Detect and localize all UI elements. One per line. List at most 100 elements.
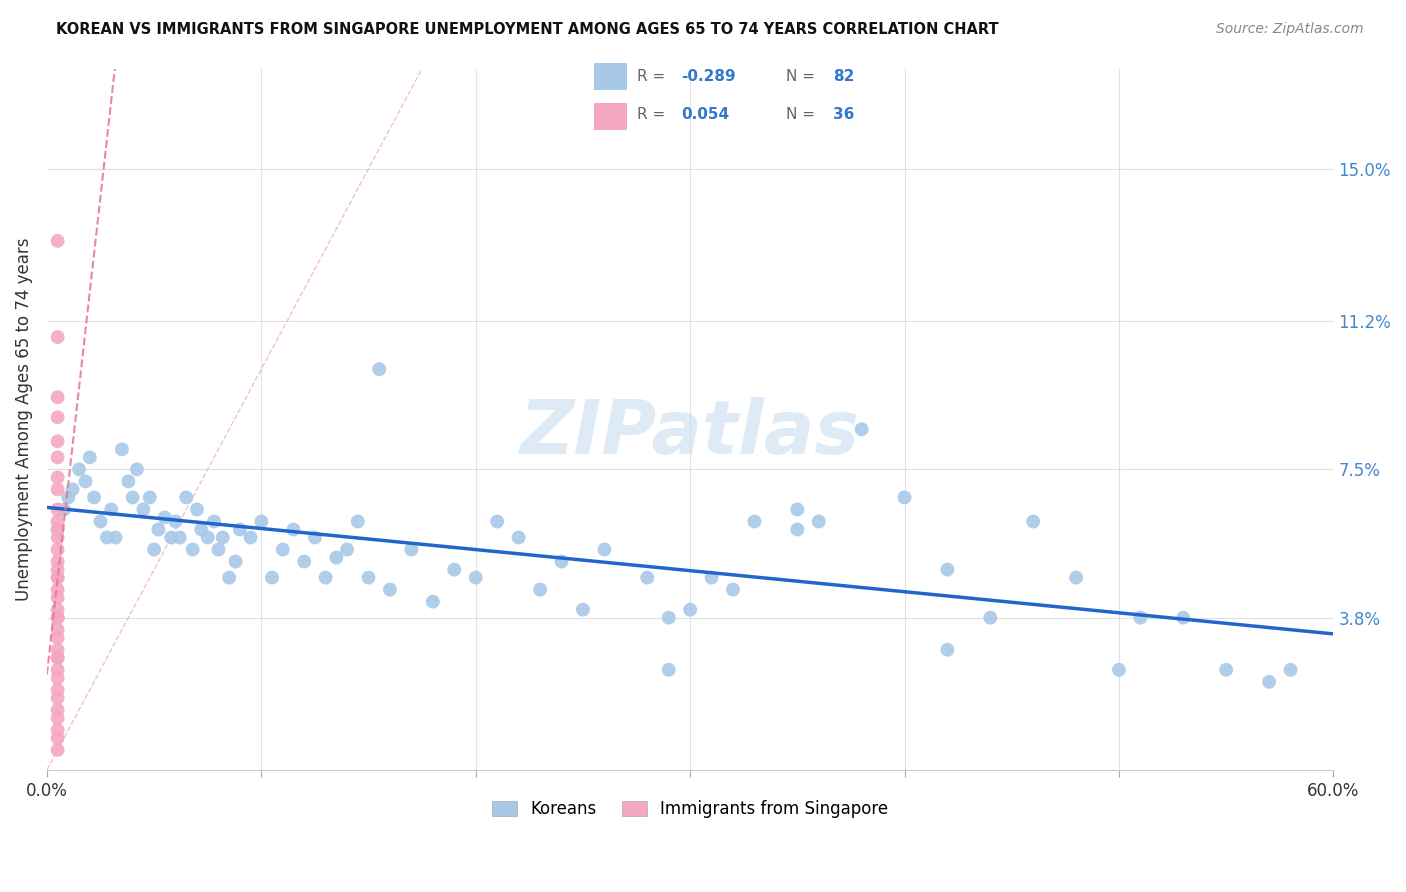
Point: [46, 571, 69, 585]
Point: [148, 523, 170, 537]
Point: [1129, 610, 1152, 624]
Point: [46, 602, 69, 616]
Bar: [593, 103, 627, 130]
Text: R =: R =: [637, 107, 671, 122]
Text: R =: R =: [637, 69, 671, 84]
Point: [46, 470, 69, 484]
Point: [46, 631, 69, 645]
Point: [229, 523, 252, 537]
Point: [401, 542, 423, 557]
Point: [443, 563, 465, 577]
Point: [46, 663, 69, 677]
Point: [786, 502, 808, 516]
Point: [1022, 515, 1045, 529]
Point: [260, 571, 283, 585]
Point: [807, 515, 830, 529]
Point: [165, 515, 187, 529]
Point: [283, 523, 305, 537]
Point: [304, 531, 326, 545]
Point: [46, 234, 69, 248]
Point: [139, 491, 162, 505]
Point: [53, 502, 76, 516]
Point: [508, 531, 530, 545]
Point: [46, 531, 69, 545]
Point: [89, 515, 111, 529]
Point: [679, 602, 702, 616]
Point: [100, 502, 122, 516]
Point: [979, 610, 1001, 624]
Point: [851, 422, 873, 436]
Point: [368, 362, 391, 376]
Point: [292, 555, 315, 569]
Text: -0.289: -0.289: [682, 69, 735, 84]
Point: [1108, 663, 1130, 677]
Point: [207, 542, 229, 557]
Point: [169, 531, 191, 545]
Point: [46, 743, 69, 757]
Point: [593, 542, 616, 557]
Point: [46, 563, 69, 577]
Point: [1215, 663, 1237, 677]
Point: [46, 410, 69, 425]
Point: [658, 663, 681, 677]
Point: [936, 563, 959, 577]
Point: [218, 571, 240, 585]
Point: [181, 542, 204, 557]
Point: [117, 475, 139, 489]
Point: [1064, 571, 1087, 585]
Point: [153, 510, 176, 524]
Point: [121, 491, 143, 505]
Point: [486, 515, 509, 529]
Point: [125, 462, 148, 476]
Text: N =: N =: [786, 107, 820, 122]
Text: 36: 36: [834, 107, 855, 122]
Point: [46, 682, 69, 697]
Point: [186, 502, 208, 516]
Point: [658, 610, 681, 624]
Point: [46, 703, 69, 717]
Point: [58, 491, 80, 505]
Point: [378, 582, 401, 597]
Point: [96, 531, 118, 545]
Point: [46, 483, 69, 497]
Point: [721, 582, 744, 597]
Point: [75, 475, 97, 489]
Point: [46, 642, 69, 657]
Point: [550, 555, 572, 569]
Legend: Koreans, Immigrants from Singapore: Koreans, Immigrants from Singapore: [485, 794, 894, 825]
Point: [62, 483, 84, 497]
Text: 0.054: 0.054: [682, 107, 730, 122]
Point: [111, 442, 134, 457]
Point: [211, 531, 233, 545]
Point: [464, 571, 486, 585]
Point: [271, 542, 294, 557]
Point: [174, 491, 197, 505]
Point: [46, 434, 69, 449]
Point: [336, 542, 359, 557]
Point: [46, 650, 69, 665]
Y-axis label: Unemployment Among Ages 65 to 74 years: Unemployment Among Ages 65 to 74 years: [15, 237, 32, 601]
Point: [46, 690, 69, 705]
Point: [1258, 674, 1281, 689]
Point: [190, 523, 212, 537]
Point: [422, 594, 444, 608]
Point: [46, 731, 69, 745]
Point: [46, 542, 69, 557]
Bar: [593, 62, 627, 90]
Point: [1173, 610, 1195, 624]
Point: [636, 571, 658, 585]
Point: [936, 642, 959, 657]
Point: [104, 531, 127, 545]
Point: [46, 450, 69, 465]
Point: [46, 515, 69, 529]
Point: [46, 582, 69, 597]
Text: Source: ZipAtlas.com: Source: ZipAtlas.com: [1216, 22, 1364, 37]
Text: 82: 82: [834, 69, 855, 84]
Point: [83, 491, 105, 505]
Point: [46, 390, 69, 404]
Point: [202, 515, 225, 529]
Point: [46, 723, 69, 737]
Text: ZIPatlas: ZIPatlas: [520, 397, 860, 470]
Point: [46, 502, 69, 516]
Point: [744, 515, 766, 529]
